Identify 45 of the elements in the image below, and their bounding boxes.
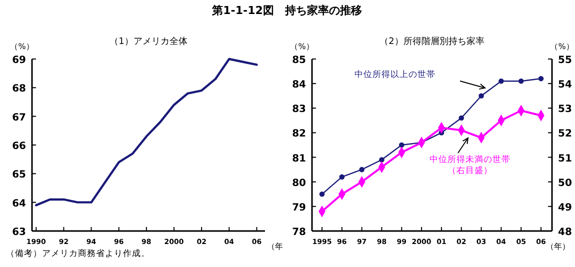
y-axis-title: （%） — [290, 42, 314, 51]
y-tick-label: 84 — [292, 80, 306, 91]
line-series — [35, 58, 258, 206]
y2-axis-title: （%） — [550, 42, 574, 51]
y2-tick-label: 55 — [558, 55, 572, 66]
y-tick-label: 69 — [12, 55, 26, 66]
point — [398, 142, 404, 148]
point — [458, 115, 464, 121]
y-axis-title: （%） — [10, 42, 34, 51]
y-tick-label: 63 — [12, 227, 26, 238]
y-tick-label: 78 — [292, 227, 306, 238]
point — [379, 157, 384, 162]
chart-subtitle: （2）所得階層別持ち家率 — [380, 36, 484, 47]
y2-tick-label: 50 — [558, 178, 572, 189]
y-tick-label: 79 — [292, 202, 306, 214]
y-tick-label: 67 — [12, 112, 26, 124]
point — [339, 174, 345, 180]
y-tick-label: 68 — [12, 84, 26, 95]
y2-tick-label: 48 — [558, 227, 572, 238]
chart-subtitle: （1）アメリカ全体 — [110, 36, 188, 47]
y-tick-label: 64 — [12, 198, 26, 210]
y-tick-label: 82 — [292, 128, 306, 140]
chart-title: 第1-1-12図 持ち家率の推移 — [211, 4, 362, 17]
y2-tick-label: 49 — [558, 202, 572, 214]
y-tick-label: 81 — [292, 153, 306, 164]
y2-tick-label: 54 — [558, 80, 572, 91]
text: 中位所得以上の世帯 — [354, 69, 436, 80]
y2-tick-label: 53 — [558, 104, 572, 116]
point — [478, 93, 484, 98]
y-tick-label: 80 — [292, 178, 306, 189]
point — [518, 78, 524, 84]
point — [359, 166, 364, 172]
point — [319, 192, 325, 197]
y-tick-label: 85 — [292, 55, 306, 66]
y-tick-label: 65 — [12, 170, 26, 181]
series-label: 中位所得未満の世帯（右目盛） — [430, 154, 510, 176]
y2-tick-label: 52 — [558, 128, 572, 140]
y2-tick-label: 51 — [558, 153, 572, 164]
point — [538, 76, 544, 82]
y-tick-label: 83 — [292, 104, 306, 116]
text: （備考）アメリカ商務省より作成。 — [6, 248, 150, 259]
x-axis-title: （年） — [546, 242, 570, 251]
y-tick-label: 66 — [12, 141, 26, 152]
x-axis-title: （年 — [267, 242, 283, 251]
point — [498, 78, 504, 84]
